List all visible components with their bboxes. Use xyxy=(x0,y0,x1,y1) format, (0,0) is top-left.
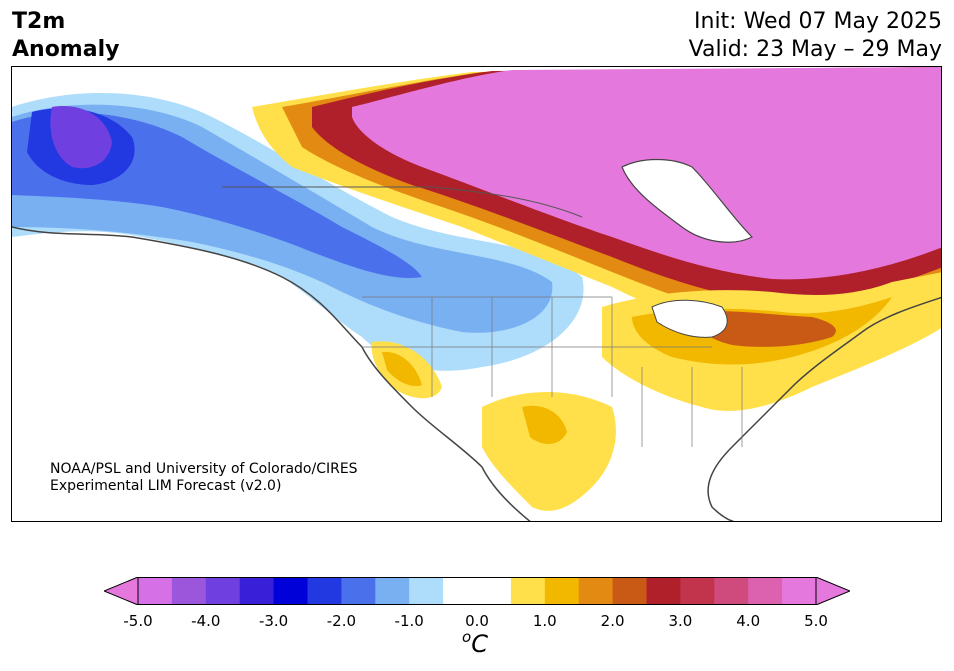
title-line-1: T2m xyxy=(12,9,66,34)
canada-us-border xyxy=(222,186,583,218)
colorbar-segment xyxy=(273,577,308,605)
colorbar-tick-label: -3.0 xyxy=(258,612,289,630)
colorbar-segment xyxy=(477,577,512,605)
colorbar-tick-label: 5.0 xyxy=(804,612,828,630)
unit-degree: o xyxy=(462,628,472,646)
colorbar-frame xyxy=(137,577,817,605)
southwest-warm-core xyxy=(382,351,422,387)
colorbar-tick-label: 4.0 xyxy=(736,612,761,630)
texas-warm-core xyxy=(522,405,567,444)
state-lines xyxy=(362,296,743,447)
colorbar-tick-label: -1.0 xyxy=(394,612,424,630)
colorbar-segment xyxy=(239,577,275,605)
colorbar-tick-label: 0.0 xyxy=(465,612,489,630)
coastline xyxy=(12,226,531,521)
colorbar-segment xyxy=(748,577,783,605)
hudson-bay xyxy=(621,158,754,243)
credit-line-2: Experimental LIM Forecast (v2.0) xyxy=(50,478,282,494)
east-warm-anomaly-core xyxy=(692,311,836,347)
colorbar-segment xyxy=(612,577,647,605)
colorbar xyxy=(102,576,852,606)
credit-line-1: NOAA/PSL and University of Colorado/CIRE… xyxy=(50,461,358,477)
colorbar-tick-label: 2.0 xyxy=(600,612,625,630)
colorbar-svg xyxy=(102,576,852,606)
colorbar-tick-label: 3.0 xyxy=(668,612,693,630)
colorbar-segment xyxy=(544,577,580,605)
colorbar-segment xyxy=(510,577,546,605)
colorbar-ticks: -5.0 -4.0 -3.0 -2.0 -1.0 0.0 1.0 2.0 3.0 4.0 5.0 xyxy=(0,612,954,632)
colorbar-segment xyxy=(646,577,681,605)
credit-text: NOAA/PSL and University of Colorado/CIRE… xyxy=(50,461,358,495)
valid-range: Valid: 23 May – 29 May xyxy=(688,37,942,62)
map-title: T2m Anomaly xyxy=(12,8,119,64)
colorbar-segment xyxy=(138,577,173,605)
map-canvas xyxy=(12,67,941,521)
colorbar-tick-label: -4.0 xyxy=(191,612,221,630)
colorbar-segment xyxy=(375,577,410,605)
forecast-dates: Init: Wed 07 May 2025 Valid: 23 May – 29… xyxy=(689,8,942,64)
colorbar-over-triangle xyxy=(815,576,852,606)
colorbar-under-triangle xyxy=(102,576,139,606)
colorbar-tick-label: -2.0 xyxy=(326,612,357,630)
title-line-2: Anomaly xyxy=(12,37,120,62)
init-date: Init: Wed 07 May 2025 xyxy=(694,9,942,34)
colorbar-segment xyxy=(578,577,614,605)
colorbar-tick-label: 1.0 xyxy=(532,612,557,630)
colorbar-segment xyxy=(205,577,241,605)
cold-anomaly-peak xyxy=(50,106,112,169)
colorbar-segment xyxy=(409,577,444,605)
east-coastline xyxy=(707,296,941,521)
colorbar-tick-label: -5.0 xyxy=(123,612,153,630)
texas-warm-anomaly xyxy=(482,392,616,511)
colorbar-segment xyxy=(341,577,376,605)
colorbar-segment xyxy=(171,577,207,605)
anomaly-map: NOAA/PSL and University of Colorado/CIRE… xyxy=(11,66,942,522)
unit-symbol: C xyxy=(471,630,488,658)
colorbar-unit: oC xyxy=(462,628,488,658)
colorbar-segment xyxy=(307,577,342,605)
colorbar-segment xyxy=(714,577,749,605)
colorbar-segment xyxy=(443,577,478,605)
great-lakes xyxy=(651,299,728,338)
colorbar-segment xyxy=(680,577,715,605)
colorbar-segment xyxy=(782,577,817,605)
